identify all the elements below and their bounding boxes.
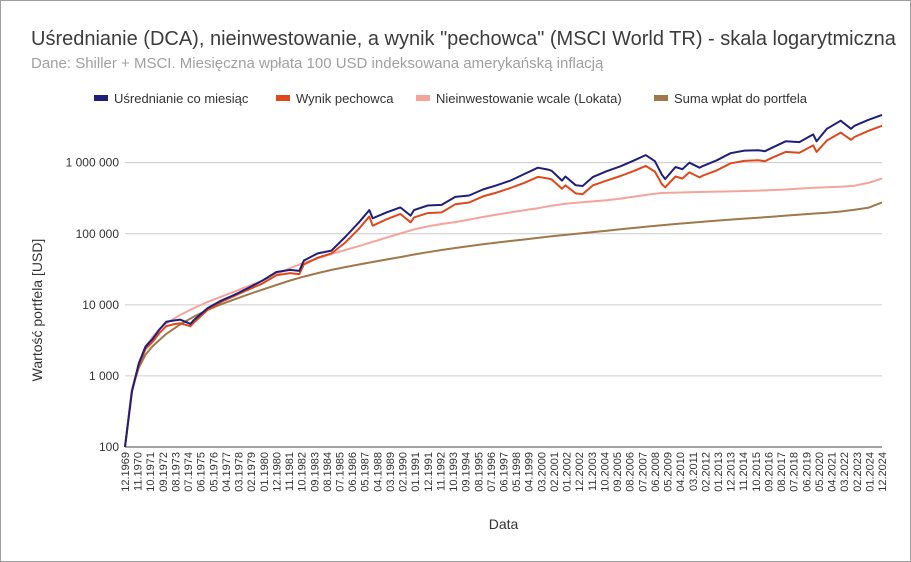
- legend-label: Uśrednianie co miesiąc: [114, 91, 249, 106]
- x-tick-label: 12.2024: [877, 452, 889, 492]
- y-tick-label: 10 000: [82, 298, 119, 312]
- x-tick-label: 09.2016: [763, 452, 775, 492]
- x-tick-label: 04.1988: [372, 452, 384, 492]
- x-tick-label: 03.2000: [536, 452, 548, 492]
- x-tick-label: 07.1996: [486, 452, 498, 492]
- legend-swatch: [654, 95, 668, 101]
- x-tick-label: 09.1983: [309, 452, 321, 492]
- legend-label: Wynik pechowca: [296, 91, 394, 106]
- x-tick-label: 12.2013: [726, 452, 738, 492]
- x-tick-label: 05.2009: [663, 452, 675, 492]
- x-tick-label: 05.1976: [208, 452, 220, 492]
- y-axis-title: Wartość portfela [USD]: [29, 239, 45, 382]
- legend-swatch: [416, 95, 430, 101]
- x-tick-label: 01.2024: [864, 452, 876, 492]
- x-tick-label: 02.2023: [852, 452, 864, 492]
- x-tick-label: 08.1984: [322, 452, 334, 492]
- gridlines: [125, 162, 882, 377]
- x-tick-label: 02.1990: [398, 452, 410, 492]
- x-tick-label: 02.1979: [246, 452, 258, 492]
- chart-title: Uśrednianie (DCA), nieinwestowanie, a wy…: [31, 28, 896, 50]
- series-line: [124, 177, 883, 448]
- x-tick-label: 11.2014: [738, 452, 750, 491]
- x-tick-label: 08.2006: [625, 452, 637, 492]
- x-tick-label: 01.1980: [259, 452, 271, 492]
- x-tick-label: 12.1969: [120, 452, 132, 492]
- x-tick-label: 09.1972: [158, 452, 170, 492]
- x-tick-label: 06.1986: [347, 452, 359, 492]
- series-line: [124, 201, 883, 448]
- x-tick-label: 04.1977: [221, 452, 233, 492]
- x-tick-label: 10.2015: [751, 452, 763, 492]
- legend-swatch: [94, 95, 108, 101]
- x-tick-label: 01.1991: [410, 452, 422, 492]
- x-tick-label: 09.2005: [612, 452, 624, 492]
- x-tick-label: 08.1995: [473, 452, 485, 492]
- legend-label: Nieinwestowanie wcale (Lokata): [436, 91, 622, 106]
- x-tick-label: 10.1993: [448, 452, 460, 492]
- x-tick-label: 12.1980: [271, 452, 283, 492]
- x-tick-label: 04.1999: [524, 452, 536, 492]
- x-tick-label: 04.2010: [675, 452, 687, 492]
- x-tick-label: 05.1998: [511, 452, 523, 492]
- x-tick-label: 10.1971: [145, 452, 157, 492]
- series-lines: [124, 113, 883, 448]
- x-tick-label: 12.2002: [574, 452, 586, 492]
- series-line: [124, 113, 883, 448]
- x-tick-label: 07.2007: [637, 452, 649, 492]
- x-axis-title: Data: [489, 516, 519, 532]
- x-tick-label: 07.1985: [334, 452, 346, 492]
- y-tick-label: 100: [99, 440, 119, 454]
- x-tick-label: 01.2013: [713, 452, 725, 492]
- x-tick-label: 06.1975: [196, 452, 208, 492]
- x-tick-label: 08.1973: [170, 452, 182, 492]
- x-tick-label: 09.1994: [461, 452, 473, 492]
- x-tick-label: 03.1989: [385, 452, 397, 492]
- x-tick-label: 06.1997: [499, 452, 511, 492]
- legend-swatch: [276, 95, 290, 101]
- y-tick-label: 100 000: [76, 227, 120, 241]
- x-tick-label: 11.1992: [435, 452, 447, 491]
- legend: Uśrednianie co miesiąc Wynik pechowca Niei…: [94, 91, 808, 106]
- y-tick-label: 1 000: [89, 369, 119, 383]
- x-tick-label: 03.1978: [234, 452, 246, 492]
- x-tick-label: 05.1987: [360, 452, 372, 492]
- x-tick-label: 02.2012: [700, 452, 712, 492]
- x-tick-label: 03.2011: [688, 452, 700, 491]
- x-tick-label: 06.2019: [801, 452, 813, 492]
- legend-label: Suma wpłat do portfela: [674, 91, 808, 106]
- x-tick-label: 06.2008: [650, 452, 662, 492]
- x-tick-label: 05.2020: [814, 452, 826, 492]
- x-tick-label: 11.1981: [284, 452, 296, 491]
- x-axis-ticks: 12.1969 11.1970 10.1971 09.1972 08.1973 07.19…: [120, 452, 889, 492]
- x-tick-label: 10.2004: [599, 452, 611, 492]
- x-tick-label: 11.2003: [587, 452, 599, 491]
- y-tick-label: 1 000 000: [66, 156, 120, 170]
- x-tick-label: 01.2002: [562, 452, 574, 492]
- y-axis-ticks: 100 1 000 10 000 100 000 1 000 000: [66, 156, 120, 454]
- x-tick-label: 03.2022: [839, 452, 851, 492]
- x-tick-label: 10.1982: [297, 452, 309, 492]
- x-tick-label: 08.2017: [776, 452, 788, 492]
- x-tick-label: 07.1974: [183, 452, 195, 492]
- series-line: [124, 124, 883, 448]
- x-tick-label: 02.2001: [549, 452, 561, 492]
- x-tick-label: 07.2018: [789, 452, 801, 492]
- chart-subtitle: Dane: Shiller + MSCI. Miesięczna wpłata …: [31, 55, 604, 72]
- x-tick-label: 11.1970: [133, 452, 145, 491]
- x-tick-label: 04.2021: [827, 452, 839, 492]
- x-tick-label: 12.1991: [423, 452, 435, 492]
